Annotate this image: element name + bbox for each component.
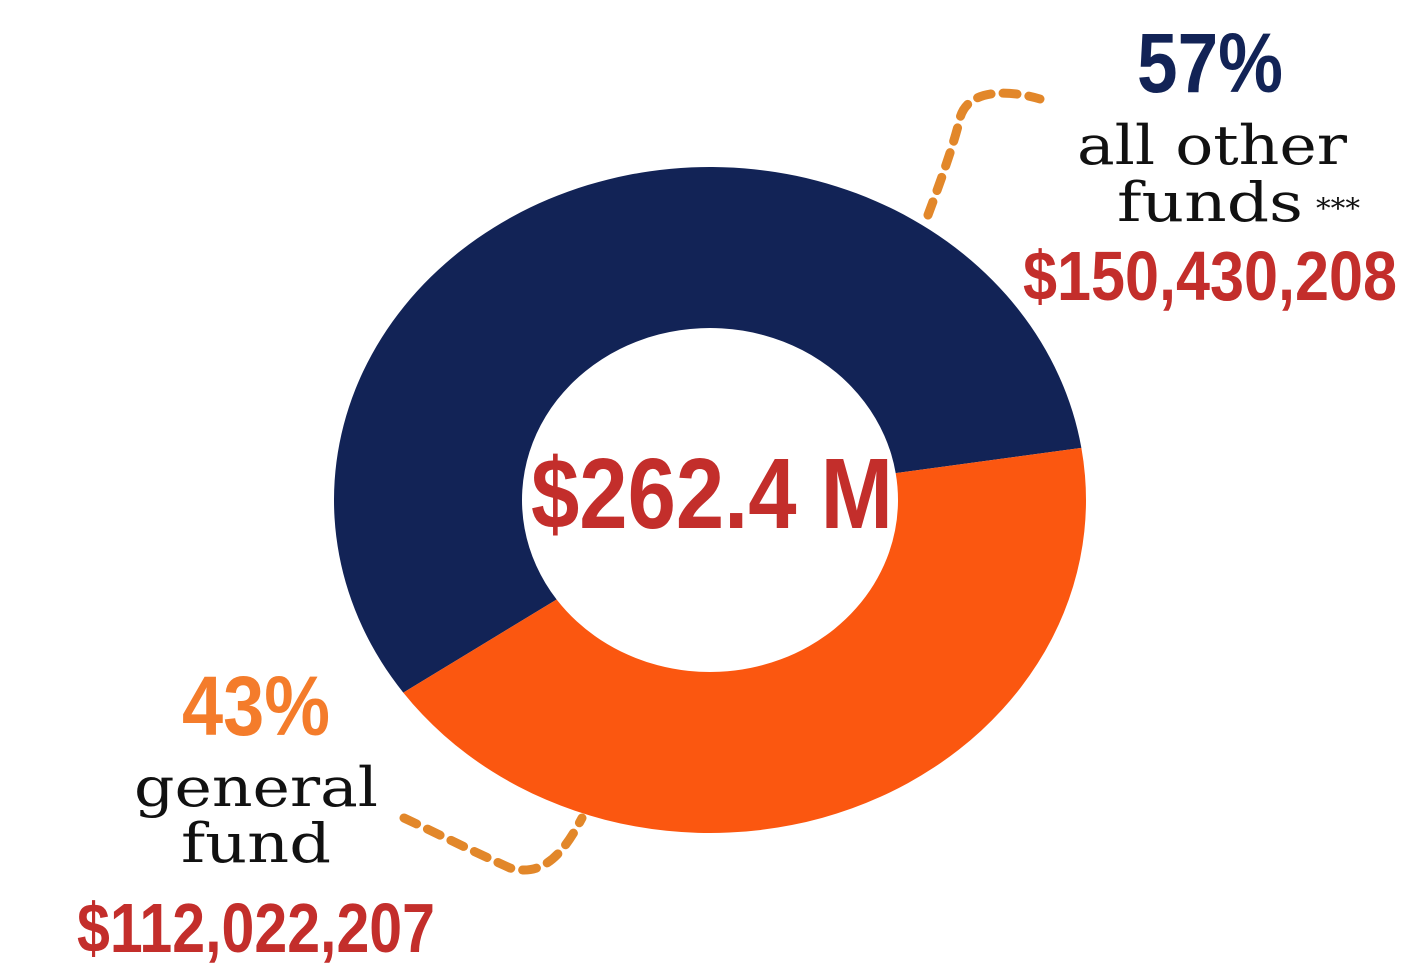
- slice-general-fund: [403, 447, 1087, 833]
- amount-label-general-fund: $112,022,207: [77, 889, 435, 967]
- percent-label-all-other-funds: 57%: [1137, 16, 1283, 110]
- category-label-all-other-funds-line2: funds: [1117, 171, 1303, 234]
- amount-label-all-other-funds: $150,430,208: [1023, 237, 1397, 315]
- leader-line-general-fund: [399, 813, 587, 875]
- category-label-general-fund-line2: fund: [181, 812, 331, 875]
- category-label-all-other-funds-line1: all other: [1077, 114, 1347, 177]
- leader-line-all-other-funds: [923, 88, 1045, 220]
- percent-label-general-fund: 43%: [182, 659, 330, 753]
- center-total-label: $262.4 M: [531, 438, 893, 550]
- footnote-mark-all-other-funds: ***: [1316, 192, 1360, 225]
- category-label-general-fund-line1: general: [134, 756, 378, 819]
- slice-all-other-funds: [333, 166, 1082, 693]
